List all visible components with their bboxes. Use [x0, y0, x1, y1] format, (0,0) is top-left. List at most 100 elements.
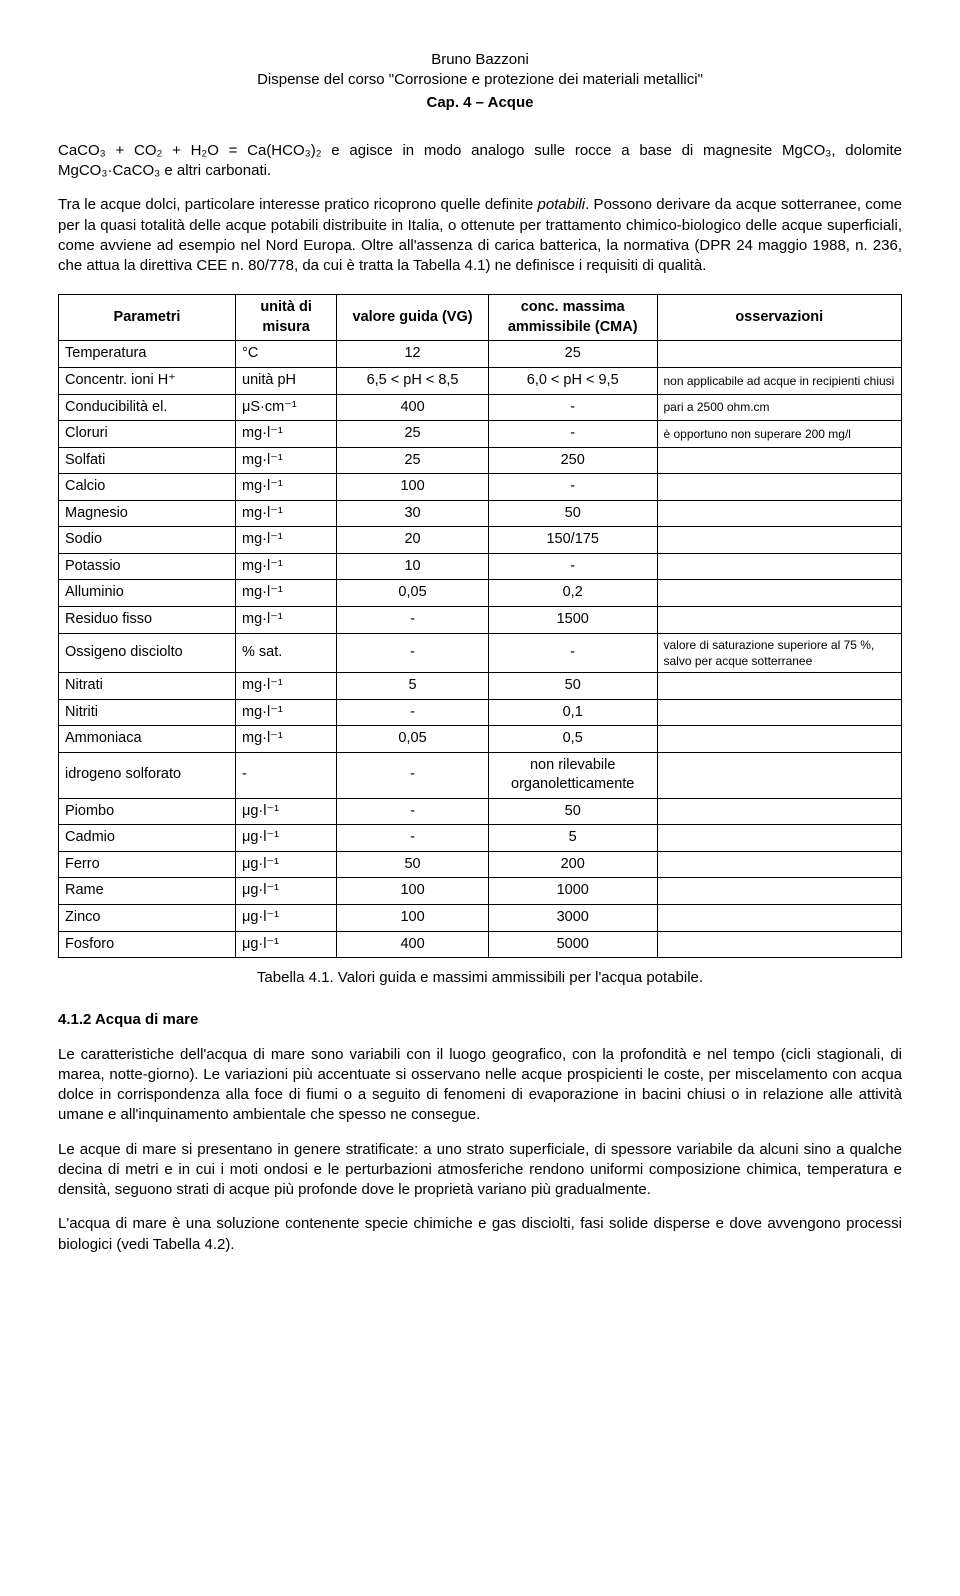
cell-cma: 25 [488, 341, 657, 368]
cell-cma: - [488, 394, 657, 421]
cell-cma: 50 [488, 500, 657, 527]
cell-vg: - [337, 752, 489, 798]
cell-obs: pari a 2500 ohm.cm [657, 394, 902, 421]
cell-vg: 10 [337, 553, 489, 580]
table-row: Conducibilità el.μS·cm⁻¹400-pari a 2500 … [59, 394, 902, 421]
cell-vg: - [337, 633, 489, 672]
cell-unit: mg·l⁻¹ [236, 607, 337, 634]
th-param: Parametri [59, 295, 236, 341]
cell-obs [657, 341, 902, 368]
equation-paragraph: CaCO₃ + CO₂ + H₂O = Ca(HCO₃)₂ e agisce i… [58, 141, 902, 182]
cell-param: Magnesio [59, 500, 236, 527]
table-row: Cadmioμg·l⁻¹-5 [59, 825, 902, 852]
cell-param: Calcio [59, 474, 236, 501]
cell-cma: 5 [488, 825, 657, 852]
cell-cma: 0,2 [488, 580, 657, 607]
cell-obs [657, 752, 902, 798]
cell-unit: mg·l⁻¹ [236, 474, 337, 501]
cell-vg: 400 [337, 394, 489, 421]
cell-cma: 1500 [488, 607, 657, 634]
cell-unit: mg·l⁻¹ [236, 672, 337, 699]
table-row: Alluminiomg·l⁻¹0,050,2 [59, 580, 902, 607]
course-line: Dispense del corso "Corrosione e protezi… [58, 70, 902, 90]
table-caption: Tabella 4.1. Valori guida e massimi ammi… [58, 968, 902, 988]
cell-cma: - [488, 553, 657, 580]
cell-unit: μg·l⁻¹ [236, 798, 337, 825]
cell-param: Residuo fisso [59, 607, 236, 634]
cell-obs [657, 527, 902, 554]
cell-param: Fosforo [59, 931, 236, 958]
table-row: Ossigeno disciolto% sat.--valore di satu… [59, 633, 902, 672]
table-row: Concentr. ioni H⁺unità pH6,5 < pH < 8,56… [59, 367, 902, 394]
cell-obs [657, 699, 902, 726]
para2-italic: potabili [538, 196, 586, 213]
cell-obs [657, 474, 902, 501]
cell-vg: 25 [337, 421, 489, 448]
author-line: Bruno Bazzoni [58, 50, 902, 70]
cell-obs: non applicabile ad acque in recipienti c… [657, 367, 902, 394]
cell-cma: 0,5 [488, 726, 657, 753]
cell-param: Temperatura [59, 341, 236, 368]
th-cma: conc. massima ammissibile (CMA) [488, 295, 657, 341]
cell-obs [657, 851, 902, 878]
cell-cma: 200 [488, 851, 657, 878]
sea-para-2: Le acque di mare si presentano in genere… [58, 1140, 902, 1201]
cell-param: Nitriti [59, 699, 236, 726]
th-vg: valore guida (VG) [337, 295, 489, 341]
cell-param: Concentr. ioni H⁺ [59, 367, 236, 394]
cell-vg: - [337, 798, 489, 825]
cell-param: Potassio [59, 553, 236, 580]
table-row: Fosforoμg·l⁻¹4005000 [59, 931, 902, 958]
table-row: Piomboμg·l⁻¹-50 [59, 798, 902, 825]
cell-obs [657, 726, 902, 753]
cell-obs: è opportuno non superare 200 mg/l [657, 421, 902, 448]
cell-obs [657, 447, 902, 474]
cell-obs [657, 672, 902, 699]
cell-cma: 5000 [488, 931, 657, 958]
cell-unit: mg·l⁻¹ [236, 527, 337, 554]
cell-obs [657, 905, 902, 932]
cell-vg: 50 [337, 851, 489, 878]
cell-vg: 100 [337, 905, 489, 932]
water-quality-table: Parametri unità di misura valore guida (… [58, 294, 902, 958]
table-row: Clorurimg·l⁻¹25-è opportuno non superare… [59, 421, 902, 448]
cell-vg: 100 [337, 474, 489, 501]
table-row: Residuo fissomg·l⁻¹-1500 [59, 607, 902, 634]
cell-obs [657, 798, 902, 825]
cell-unit: mg·l⁻¹ [236, 726, 337, 753]
table-row: Rameμg·l⁻¹1001000 [59, 878, 902, 905]
cell-vg: 5 [337, 672, 489, 699]
cell-cma: 50 [488, 798, 657, 825]
cell-param: Piombo [59, 798, 236, 825]
table-row: Temperatura°C1225 [59, 341, 902, 368]
cell-obs [657, 553, 902, 580]
cell-unit: unità pH [236, 367, 337, 394]
table-header-row: Parametri unità di misura valore guida (… [59, 295, 902, 341]
th-obs: osservazioni [657, 295, 902, 341]
table-row: Zincoμg·l⁻¹1003000 [59, 905, 902, 932]
cell-unit: μg·l⁻¹ [236, 905, 337, 932]
cell-cma: 3000 [488, 905, 657, 932]
cell-param: Solfati [59, 447, 236, 474]
cell-unit: mg·l⁻¹ [236, 553, 337, 580]
table-row: idrogeno solforato--non rilevabile organ… [59, 752, 902, 798]
cell-param: Alluminio [59, 580, 236, 607]
cell-param: Nitrati [59, 672, 236, 699]
cell-cma: 0,1 [488, 699, 657, 726]
table-row: Magnesiomg·l⁻¹3050 [59, 500, 902, 527]
cell-vg: 400 [337, 931, 489, 958]
page-header: Bruno Bazzoni Dispense del corso "Corros… [58, 50, 902, 113]
cell-vg: - [337, 699, 489, 726]
cell-unit: μg·l⁻¹ [236, 878, 337, 905]
sea-para-3: L'acqua di mare è una soluzione contenen… [58, 1214, 902, 1255]
cell-obs [657, 878, 902, 905]
cell-vg: - [337, 825, 489, 852]
table-row: Calciomg·l⁻¹100- [59, 474, 902, 501]
cell-unit: μg·l⁻¹ [236, 825, 337, 852]
cell-unit: mg·l⁻¹ [236, 447, 337, 474]
cell-param: Ammoniaca [59, 726, 236, 753]
cell-param: Ferro [59, 851, 236, 878]
cell-unit: μg·l⁻¹ [236, 851, 337, 878]
table-row: Sodiomg·l⁻¹20150/175 [59, 527, 902, 554]
cell-obs [657, 825, 902, 852]
